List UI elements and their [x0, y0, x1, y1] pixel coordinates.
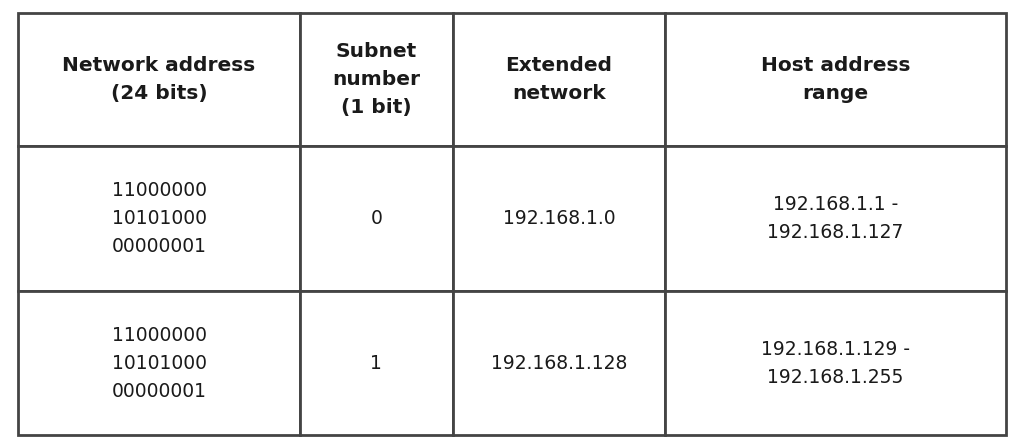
Bar — [300, 146, 453, 291]
Text: 11000000
10101000
00000001: 11000000 10101000 00000001 — [112, 326, 207, 401]
Text: Host address
range: Host address range — [761, 56, 910, 103]
Text: Subnet
number
(1 bit): Subnet number (1 bit) — [332, 42, 420, 116]
Bar — [453, 146, 665, 291]
Text: 192.168.1.1 -
192.168.1.127: 192.168.1.1 - 192.168.1.127 — [767, 195, 903, 241]
Bar — [453, 13, 665, 146]
Bar — [665, 13, 1006, 146]
Bar — [18, 13, 300, 146]
Text: Extended
network: Extended network — [506, 56, 612, 103]
Bar — [18, 291, 300, 435]
Text: 11000000
10101000
00000001: 11000000 10101000 00000001 — [112, 181, 207, 256]
Bar — [453, 291, 665, 435]
Text: Network address
(24 bits): Network address (24 bits) — [62, 56, 256, 103]
Text: 192.168.1.0: 192.168.1.0 — [503, 209, 615, 228]
Bar — [18, 146, 300, 291]
Text: 0: 0 — [371, 209, 382, 228]
Text: 1: 1 — [371, 353, 382, 373]
Bar — [665, 291, 1006, 435]
Text: 192.168.1.129 -
192.168.1.255: 192.168.1.129 - 192.168.1.255 — [761, 340, 909, 387]
Bar — [300, 291, 453, 435]
Bar — [300, 13, 453, 146]
Bar — [665, 146, 1006, 291]
Text: 192.168.1.128: 192.168.1.128 — [490, 353, 627, 373]
